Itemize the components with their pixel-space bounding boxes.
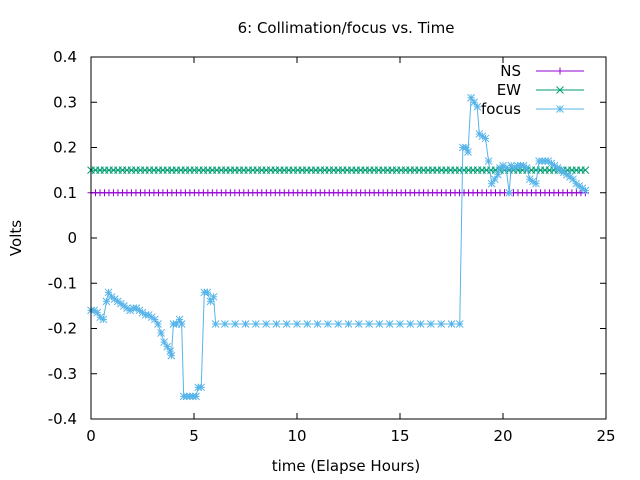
data-point bbox=[464, 148, 472, 156]
y-tick-label: 0.1 bbox=[53, 184, 77, 202]
legend-marker bbox=[556, 105, 564, 113]
y-tick-label: -0.1 bbox=[48, 274, 77, 292]
data-point bbox=[470, 98, 479, 107]
data-point bbox=[437, 320, 446, 328]
series-ns bbox=[87, 189, 589, 197]
data-point bbox=[231, 320, 240, 328]
data-point bbox=[569, 175, 577, 184]
data-point bbox=[166, 347, 175, 355]
data-point bbox=[251, 320, 260, 328]
data-point bbox=[532, 179, 540, 188]
series-focus bbox=[87, 93, 590, 401]
data-point bbox=[396, 320, 404, 328]
data-point bbox=[197, 383, 206, 392]
data-point bbox=[473, 102, 482, 111]
data-point bbox=[406, 320, 415, 328]
legend-item-ns: NS bbox=[500, 62, 584, 80]
data-point bbox=[522, 164, 531, 172]
data-point bbox=[493, 170, 502, 179]
x-tick-label: 15 bbox=[390, 427, 409, 445]
y-tick-label: 0.4 bbox=[53, 48, 77, 66]
data-point bbox=[262, 320, 270, 328]
data-point bbox=[221, 320, 229, 328]
y-tick-label: -0.3 bbox=[48, 365, 77, 383]
data-point bbox=[151, 315, 159, 324]
plot-frame bbox=[90, 56, 607, 420]
data-point bbox=[154, 320, 162, 328]
legend-item-ew: EW bbox=[497, 81, 584, 99]
data-point bbox=[192, 392, 200, 401]
legend-label: focus bbox=[481, 100, 521, 118]
data-point bbox=[324, 320, 332, 328]
data-point bbox=[160, 338, 168, 346]
data-point bbox=[93, 308, 102, 317]
data-point bbox=[365, 320, 373, 328]
series-ew bbox=[87, 166, 590, 174]
data-point bbox=[157, 329, 165, 337]
data-point bbox=[416, 320, 425, 328]
y-tick-label: -0.4 bbox=[48, 410, 77, 428]
legend-label: NS bbox=[500, 62, 521, 80]
data-point bbox=[272, 320, 281, 328]
data-point bbox=[455, 320, 464, 328]
data-point bbox=[344, 320, 353, 328]
x-tick-label: 0 bbox=[86, 427, 96, 445]
data-point bbox=[581, 166, 590, 174]
data-point bbox=[209, 292, 218, 301]
data-point bbox=[375, 320, 384, 328]
legend-marker bbox=[556, 86, 564, 94]
data-point bbox=[104, 288, 113, 297]
data-point bbox=[167, 351, 176, 360]
tick-labels: 0 5 10 15 20 25 -0.4 -0.3 -0.2 -0.1 0 0.1 0.2 0.3 0.4 bbox=[48, 48, 616, 445]
x-tick-label: 20 bbox=[493, 427, 512, 445]
data-point bbox=[354, 320, 363, 328]
legend-marker bbox=[556, 67, 564, 75]
data-point bbox=[385, 320, 394, 328]
data-point bbox=[427, 320, 435, 328]
data-point bbox=[487, 179, 496, 188]
legend-label: EW bbox=[497, 81, 521, 99]
data-point bbox=[99, 315, 108, 324]
chart-title: 6: Collimation/focus vs. Time bbox=[238, 19, 455, 37]
axis-ticks bbox=[90, 56, 607, 420]
data-point bbox=[334, 320, 343, 328]
data-point bbox=[481, 134, 490, 143]
x-tick-label: 5 bbox=[189, 427, 199, 445]
x-tick-label: 25 bbox=[596, 427, 615, 445]
y-tick-label: 0.3 bbox=[53, 93, 77, 111]
data-point bbox=[206, 297, 215, 306]
data-point bbox=[241, 320, 250, 328]
data-point bbox=[211, 320, 220, 328]
data-point bbox=[282, 320, 291, 328]
y-tick-label: 0 bbox=[67, 229, 77, 247]
series-line bbox=[91, 96, 586, 397]
data-point bbox=[303, 320, 312, 328]
x-tick-label: 10 bbox=[287, 427, 306, 445]
x-axis-title: time (Elapse Hours) bbox=[272, 457, 420, 475]
y-tick-label: -0.2 bbox=[48, 320, 77, 338]
data-point bbox=[467, 93, 475, 102]
legend-item-focus: focus bbox=[481, 100, 584, 118]
y-axis-title: Volts bbox=[7, 220, 25, 256]
data-point bbox=[203, 288, 212, 297]
data-point bbox=[484, 157, 493, 165]
data-point bbox=[505, 188, 514, 197]
series-layer bbox=[87, 93, 590, 401]
data-point bbox=[490, 175, 499, 184]
data-point bbox=[581, 186, 590, 195]
data-point bbox=[177, 320, 186, 328]
data-point bbox=[293, 320, 301, 328]
data-point bbox=[313, 320, 322, 328]
data-point bbox=[447, 320, 456, 328]
data-point bbox=[163, 342, 172, 351]
y-tick-label: 0.2 bbox=[53, 139, 77, 157]
